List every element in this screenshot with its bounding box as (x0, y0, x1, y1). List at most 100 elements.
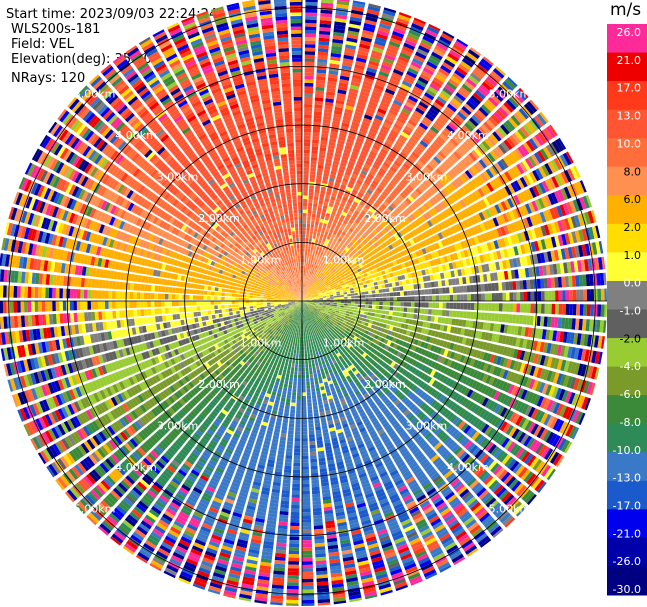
radar-gate (361, 269, 367, 274)
radar-gate (244, 114, 253, 120)
radar-gate (332, 38, 344, 44)
radar-gate (497, 126, 508, 138)
radar-gate (557, 172, 566, 186)
radar-gate (280, 69, 291, 74)
radar-gate (531, 136, 542, 148)
radar-gate (395, 259, 401, 265)
radar-gate (490, 93, 502, 105)
radar-gate (384, 258, 389, 264)
radar-gate (362, 182, 369, 189)
radar-gate (452, 261, 457, 269)
radar-gate (490, 230, 497, 240)
radar-gate (326, 243, 331, 248)
radar-gate (397, 275, 402, 281)
radar-gate (371, 244, 377, 250)
radar-gate (305, 12, 318, 17)
radar-gate (442, 287, 447, 294)
radar-gate (321, 248, 325, 253)
radar-gate (219, 107, 229, 114)
radar-gate (367, 210, 373, 217)
radar-gate (510, 234, 517, 245)
radar-gate (211, 281, 216, 287)
radar-gate (360, 169, 368, 176)
radar-gate (534, 291, 538, 301)
radar-gate (461, 83, 473, 94)
radar-gate (334, 266, 339, 271)
radar-gate (440, 230, 447, 239)
radar-gate (328, 248, 332, 253)
radar-gate (285, 128, 294, 133)
radar-gate (303, 191, 308, 196)
radar-gate (319, 271, 323, 276)
radar-gate (542, 210, 550, 222)
radar-gate (309, 291, 313, 294)
radar-gate (368, 240, 374, 246)
radar-gate (367, 257, 373, 263)
radar-gate (383, 279, 389, 284)
radar-gate (380, 213, 387, 219)
radar-gate (432, 123, 442, 132)
radar-gate (337, 221, 342, 226)
radar-gate (559, 204, 567, 217)
radar-gate (302, 298, 305, 301)
radar-gate (292, 72, 302, 76)
radar-gate (411, 252, 417, 259)
radar-gate (359, 43, 371, 50)
radar-gate (318, 157, 325, 162)
radar-gate (379, 193, 387, 200)
radar-gate (413, 110, 423, 119)
radar-gate (551, 176, 560, 188)
radar-gate (305, 283, 307, 288)
radar-gate (342, 270, 347, 275)
radar-gate (440, 111, 451, 121)
radar-gate (312, 297, 316, 299)
radar-gate (298, 290, 301, 295)
radar-gate (304, 273, 307, 277)
radar-gate (277, 133, 285, 138)
radar-gate (363, 22, 376, 30)
radar-gate (436, 258, 442, 265)
radar-gate (295, 227, 299, 231)
radar-gate (379, 67, 391, 75)
radar-gate (337, 270, 342, 275)
radar-gate (382, 161, 391, 169)
radar-gate (304, 103, 313, 108)
radar-gate (404, 218, 411, 225)
radar-gate (293, 255, 296, 260)
radar-gate (483, 232, 490, 242)
radar-gate (454, 69, 466, 79)
radar-gate (263, 292, 268, 296)
radar-gate (265, 200, 271, 206)
radar-gate (405, 225, 412, 232)
radar-gate (394, 240, 400, 247)
radar-gate (346, 138, 355, 144)
radar-gate (275, 227, 280, 232)
radar-gate (371, 265, 376, 270)
radar-gate (357, 157, 365, 163)
radar-gate (414, 82, 426, 91)
radar-gate (354, 111, 363, 117)
radar-gate (272, 155, 280, 160)
radar-gate (466, 238, 473, 247)
radar-gate (284, 118, 293, 123)
radar-gate (501, 282, 506, 291)
radar-gate (277, 175, 283, 181)
radar-gate (313, 118, 322, 123)
radar-gate (332, 246, 337, 251)
radar-gate (304, 296, 308, 299)
radar-gate (308, 298, 313, 300)
radar-gate (515, 89, 527, 101)
radar-gate (327, 206, 333, 211)
radar-gate (351, 296, 355, 299)
radar-gate (307, 213, 312, 217)
radar-gate (216, 66, 227, 74)
radar-gate (312, 298, 316, 300)
radar-gate (228, 63, 240, 70)
radar-gate (440, 148, 449, 157)
radar-gate (547, 237, 554, 249)
radar-gate (408, 95, 419, 103)
radar-gate (374, 84, 384, 91)
radar-gate (304, 296, 308, 300)
radar-gate (318, 247, 323, 252)
radar-gate (329, 261, 334, 266)
